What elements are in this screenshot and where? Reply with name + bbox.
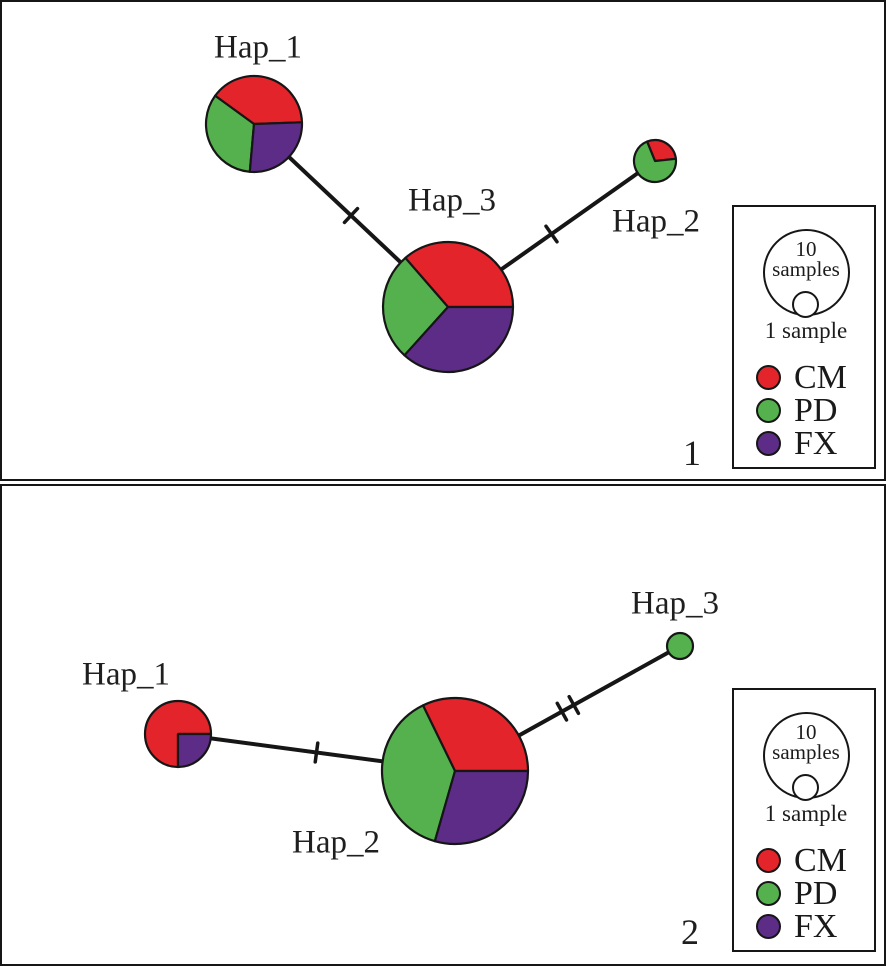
ten-samples-word: samples xyxy=(772,740,840,764)
one-sample-circle xyxy=(792,291,819,318)
node-hap-3-pie xyxy=(665,631,695,661)
size-key: 10 samples 1 sample xyxy=(734,690,874,840)
node-hap-1-pie xyxy=(143,699,213,769)
pd-color-swatch xyxy=(756,881,781,906)
slice-cm xyxy=(646,138,677,163)
fx-color-swatch xyxy=(756,431,781,456)
panel-2: 2 10 samples 1 sample CM PD xyxy=(0,484,886,966)
label-hap-2: Hap_2 xyxy=(292,824,380,861)
legend-entry-pd: PD xyxy=(756,874,868,912)
legend-entry-fx: FX xyxy=(756,424,868,462)
legend-entry-label: FX xyxy=(794,907,838,945)
network-svg-1 xyxy=(204,74,678,374)
node-hap-2-pie xyxy=(632,138,678,184)
legend-box-1: 10 samples 1 sample CM PD FX xyxy=(732,205,876,469)
panel-number-1: 1 xyxy=(683,433,701,473)
mutation-tick xyxy=(555,701,569,722)
slice-pd xyxy=(204,94,256,173)
fx-color-swatch xyxy=(756,914,781,939)
node-hap-1-pie xyxy=(204,74,304,174)
legend-entries: CM PD FX xyxy=(756,841,868,945)
legend-entry-label: PD xyxy=(794,391,838,429)
slice-fx xyxy=(176,732,213,769)
node-hap-2-pie xyxy=(380,696,530,846)
legend-entry-label: CM xyxy=(794,841,847,879)
slice-pd xyxy=(381,256,450,357)
legend-entry-pd: PD xyxy=(756,391,868,429)
slice-cm xyxy=(404,240,515,309)
ten-samples-value: 10 xyxy=(795,720,817,744)
one-sample-circle xyxy=(792,774,819,801)
label-hap-3: Hap_3 xyxy=(631,585,719,622)
legend-entry-fx: FX xyxy=(756,907,868,945)
mutation-tick xyxy=(544,224,559,244)
slice-pd xyxy=(380,704,457,843)
slice-fx xyxy=(433,769,530,846)
mutation-tick xyxy=(342,206,360,225)
slice-cm xyxy=(214,74,304,126)
legend-entry-label: CM xyxy=(794,358,847,396)
slice-fx xyxy=(248,121,304,174)
cm-color-swatch xyxy=(756,365,781,390)
network-svg-2 xyxy=(143,631,695,846)
cm-color-swatch xyxy=(756,848,781,873)
ten-samples-value: 10 xyxy=(795,237,817,261)
legend-entry-label: PD xyxy=(794,874,838,912)
panel-number-2: 2 xyxy=(681,912,699,952)
ten-samples-word: samples xyxy=(772,257,840,281)
legend-entry-label: FX xyxy=(794,424,838,462)
legend-entries: CM PD FX xyxy=(756,358,868,462)
label-hap-1: Hap_1 xyxy=(214,29,302,66)
node-hap-3-pie xyxy=(381,240,515,374)
mutation-tick xyxy=(313,741,320,764)
panel-1: 1 10 samples 1 sample CM PD xyxy=(0,0,886,481)
mutation-tick xyxy=(567,694,581,716)
slice-cm xyxy=(421,696,530,773)
size-key: 10 samples 1 sample xyxy=(734,207,874,357)
label-hap-2: Hap_2 xyxy=(612,203,700,240)
one-sample-label: 1 sample xyxy=(764,801,848,826)
one-sample-label: 1 sample xyxy=(764,318,848,343)
pd-color-swatch xyxy=(756,398,781,423)
slice-fx xyxy=(403,305,515,374)
label-hap-3: Hap_3 xyxy=(408,182,496,219)
legend-entry-cm: CM xyxy=(756,358,868,396)
legend-entry-cm: CM xyxy=(756,841,868,879)
slice-pd xyxy=(665,631,695,661)
legend-box-2: 10 samples 1 sample CM PD FX xyxy=(732,688,876,952)
label-hap-1: Hap_1 xyxy=(82,656,170,693)
slice-pd xyxy=(632,140,678,184)
